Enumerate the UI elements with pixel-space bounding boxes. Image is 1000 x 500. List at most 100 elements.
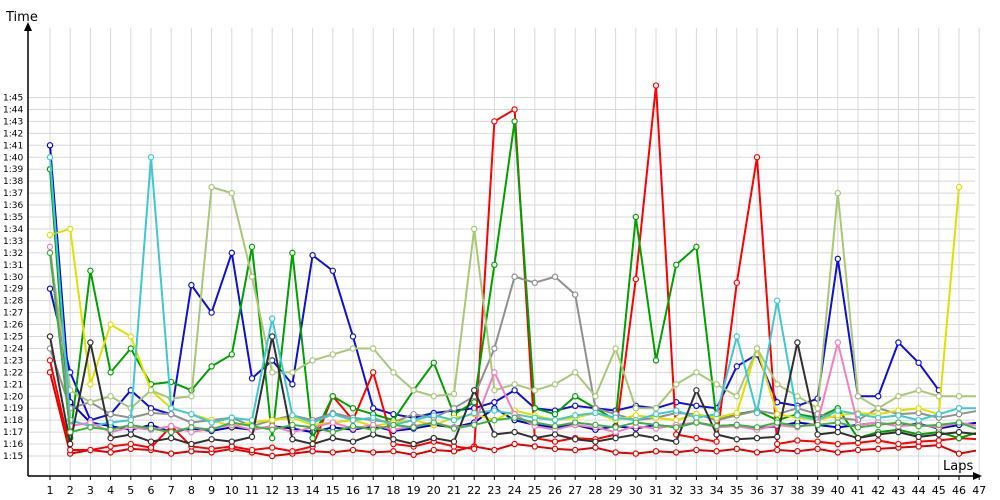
data-point: [107, 426, 114, 433]
data-point: [854, 446, 862, 454]
data-point: [127, 440, 134, 448]
data-point: [733, 393, 741, 400]
data-point: [450, 438, 458, 445]
data-point: [491, 118, 498, 125]
data-point: [167, 410, 175, 418]
data-point: [693, 419, 700, 426]
data-point: [491, 387, 498, 394]
data-point: [228, 419, 235, 426]
data-point: [955, 405, 963, 412]
data-point: [349, 333, 357, 340]
data-point: [652, 410, 660, 418]
data-point: [248, 273, 256, 280]
y-tick-label: 1:40: [3, 153, 23, 163]
data-point: [814, 431, 821, 438]
x-tick-label: 36: [750, 484, 764, 497]
x-tick-label: 26: [548, 484, 562, 497]
data-point: [66, 446, 74, 454]
data-point: [208, 183, 215, 191]
x-tick-label: 21: [447, 484, 461, 497]
data-point: [248, 433, 256, 441]
data-point: [652, 82, 660, 89]
x-tick-label: 6: [148, 484, 155, 497]
y-axis-arrow-icon: [24, 22, 32, 31]
data-point: [329, 449, 336, 456]
x-tick-label: 4: [107, 484, 114, 497]
data-point: [774, 419, 781, 426]
data-point: [511, 428, 518, 436]
data-point: [410, 424, 417, 431]
data-point: [269, 444, 276, 451]
data-point: [511, 273, 518, 280]
data-point: [814, 421, 821, 429]
x-tick-label: 19: [407, 484, 421, 497]
data-point: [652, 357, 660, 364]
data-point: [531, 405, 539, 412]
data-point: [248, 375, 256, 382]
data-point: [248, 416, 256, 424]
data-point: [895, 419, 902, 426]
data-point: [66, 440, 74, 448]
data-point: [632, 450, 640, 457]
data-point: [269, 315, 276, 322]
y-tick-label: 1:30: [3, 273, 23, 283]
data-point: [592, 393, 599, 400]
data-point: [955, 428, 963, 436]
data-point: [551, 416, 559, 424]
series-11: [46, 333, 976, 448]
x-tick-label: 2: [67, 484, 74, 497]
data-point: [572, 291, 579, 298]
data-point: [107, 434, 114, 442]
x-tick-label: 44: [912, 484, 926, 497]
data-point: [572, 436, 579, 443]
data-point: [349, 345, 357, 352]
x-tick-label: 47: [972, 484, 986, 497]
data-point: [652, 448, 660, 455]
data-point: [551, 410, 559, 418]
x-tick-label: 8: [188, 484, 195, 497]
data-point: [531, 279, 539, 286]
data-point: [753, 345, 761, 352]
data-point: [511, 118, 518, 125]
data-point: [915, 422, 922, 430]
data-point: [733, 279, 741, 286]
data-point: [471, 421, 478, 429]
x-tick-label: 24: [508, 484, 522, 497]
data-point: [349, 405, 357, 412]
x-tick-label: 38: [790, 484, 804, 497]
data-point: [673, 449, 680, 456]
data-point: [693, 369, 700, 376]
data-point: [875, 431, 882, 438]
data-point: [349, 416, 357, 424]
data-point: [632, 275, 640, 283]
data-point: [450, 405, 458, 412]
y-tick-label: 1:41: [3, 141, 23, 151]
x-tick-label: 39: [811, 484, 825, 497]
data-point: [491, 407, 498, 414]
data-point: [935, 431, 943, 438]
data-point: [289, 412, 296, 419]
data-point: [834, 407, 842, 414]
data-point: [673, 407, 680, 414]
series-4: [46, 82, 976, 455]
data-point: [834, 419, 842, 426]
data-point: [854, 393, 862, 400]
data-point: [572, 393, 579, 400]
x-tick-label: 37: [770, 484, 784, 497]
data-point: [693, 243, 700, 251]
data-point: [309, 357, 316, 364]
series-12: [46, 249, 976, 436]
data-point: [612, 414, 619, 421]
data-point: [774, 381, 781, 388]
data-point: [188, 410, 195, 418]
data-point: [147, 409, 155, 417]
x-tick-label: 20: [427, 484, 441, 497]
data-point: [774, 446, 781, 454]
x-tick-label: 5: [127, 484, 134, 497]
x-tick-label: 23: [487, 484, 501, 497]
x-tick-label: 12: [265, 484, 279, 497]
data-point: [167, 434, 175, 442]
data-point: [450, 425, 458, 432]
data-point: [390, 410, 397, 418]
data-point: [107, 393, 114, 400]
